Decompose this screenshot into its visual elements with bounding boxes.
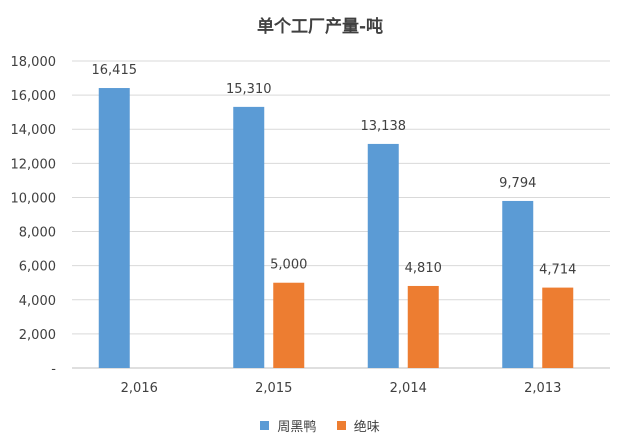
chart-title: 单个工厂产量-吨 — [256, 17, 384, 37]
x-tick-label: 2,014 — [390, 381, 427, 396]
data-label: 9,794 — [499, 176, 536, 191]
legend-swatch-series-1 — [260, 421, 270, 430]
legend-item-series-1: 周黑鸭 — [260, 416, 316, 435]
data-label: 16,415 — [92, 63, 138, 78]
y-axis: - 2,000 4,000 6,000 8,000 10,000 12,000 14,000 1… — [11, 55, 57, 377]
bar-series-1 — [367, 143, 399, 368]
x-tick-label: 2,015 — [255, 381, 292, 396]
bars — [98, 88, 574, 369]
y-tick-label: 8,000 — [19, 226, 56, 241]
bar-series-1 — [502, 200, 534, 368]
y-tick-label: 18,000 — [11, 55, 57, 70]
x-axis: 2,016 2,015 2,014 2,013 — [121, 381, 562, 396]
data-label: 5,000 — [270, 258, 307, 273]
legend-label-series-2: 绝味 — [353, 420, 380, 435]
y-tick-label: 16,000 — [11, 89, 57, 104]
y-tick-label: - — [51, 362, 56, 377]
data-label: 4,714 — [539, 263, 576, 278]
legend-swatch-series-2 — [336, 421, 346, 430]
legend: 周黑鸭 绝味 — [0, 416, 640, 435]
y-tick-label: 6,000 — [19, 260, 56, 275]
y-tick-label: 10,000 — [11, 191, 57, 206]
data-label: 4,810 — [405, 261, 442, 276]
x-tick-label: 2,016 — [121, 381, 158, 396]
bar-series-2 — [273, 282, 305, 368]
bar-series-1 — [233, 106, 265, 368]
data-labels: 16,415 15,310 5,000 13,138 4,810 9,794 4,714 — [92, 63, 577, 278]
legend-label-series-1: 周黑鸭 — [277, 420, 317, 435]
y-tick-label: 4,000 — [19, 294, 56, 309]
y-tick-label: 12,000 — [11, 157, 57, 172]
bar-series-2 — [407, 285, 439, 368]
legend-item-series-2: 绝味 — [336, 416, 380, 435]
y-tick-label: 2,000 — [19, 328, 56, 343]
y-tick-label: 14,000 — [11, 123, 57, 138]
data-label: 15,310 — [226, 82, 272, 97]
x-tick-label: 2,013 — [524, 381, 561, 396]
data-label: 13,138 — [361, 119, 407, 134]
bar-series-2 — [542, 287, 574, 368]
bar-series-1 — [98, 88, 130, 369]
